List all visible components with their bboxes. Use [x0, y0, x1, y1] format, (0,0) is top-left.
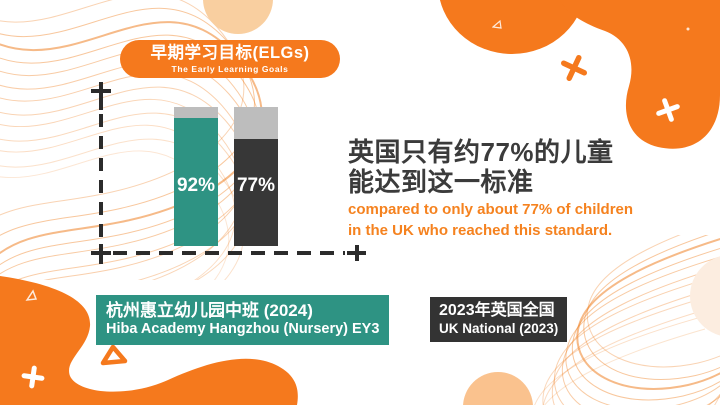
- legend-uk-zh: 2023年英国全国: [439, 302, 555, 319]
- tiny-white-triangle-icon: [25, 289, 38, 301]
- x-axis-end-horizontal-tick: [347, 251, 366, 255]
- legend-hiba-zh: 杭州惠立幼儿园中班 (2024): [106, 301, 313, 320]
- y-axis-dashed-line: [99, 114, 103, 242]
- callout-heading-line1: 英国只有约77%的儿童: [348, 137, 614, 167]
- legend-uk-label: 2023年英国全国 UK National (2023): [430, 297, 568, 343]
- orange-x-icon: [560, 54, 588, 82]
- badge-title: 早期学习目标(ELGs): [150, 44, 310, 63]
- callout-heading-line2: 能达到这一标准: [348, 167, 534, 198]
- legend-uk-en: UK National (2023): [439, 321, 559, 336]
- elg-badge: 早期学习目标(ELGs) The Early Learning Goals: [120, 40, 340, 78]
- y-axis-top-segment: [99, 82, 103, 110]
- callout-subtext-line2: in the UK who reached this standard.: [348, 222, 613, 239]
- tiny-triangle-icon: [492, 19, 502, 29]
- faint-circle-right-decoration: [690, 255, 720, 337]
- callout-subtext-line1: compared to only about 77% of children: [348, 201, 634, 218]
- legend-hiba-label: 杭州惠立幼儿园中班 (2024) Hiba Academy Hangzhou (…: [96, 295, 390, 345]
- badge-subtitle: The Early Learning Goals: [171, 63, 289, 74]
- orange-corner-blob-top-right: [560, 0, 720, 149]
- white-dot-decoration: [686, 27, 690, 31]
- orange-triangle-icon: [100, 344, 128, 366]
- legend-hiba-en: Hiba Academy Hangzhou (Nursery) EY3: [106, 321, 380, 338]
- callout-heading: 英国只有约77%的儿童 能达到这一标准: [348, 137, 678, 198]
- x-axis-dashed-line: [113, 251, 345, 255]
- peach-semicircle-top-decoration: [203, 0, 273, 34]
- callout-subtext: compared to only about 77% of children i…: [348, 199, 678, 241]
- orange-corner-blob-bottom-left: [0, 276, 298, 405]
- bar-value-label-hiba: 92%: [176, 175, 216, 196]
- white-plus-icon: [21, 365, 45, 389]
- white-x-icon: [656, 98, 680, 122]
- y-axis-top-tick: [91, 89, 111, 93]
- axis-origin-horizontal-tick: [91, 251, 111, 255]
- bar-value-label-uk: 77%: [236, 175, 276, 196]
- peach-semicircle-bottom-decoration: [463, 372, 533, 405]
